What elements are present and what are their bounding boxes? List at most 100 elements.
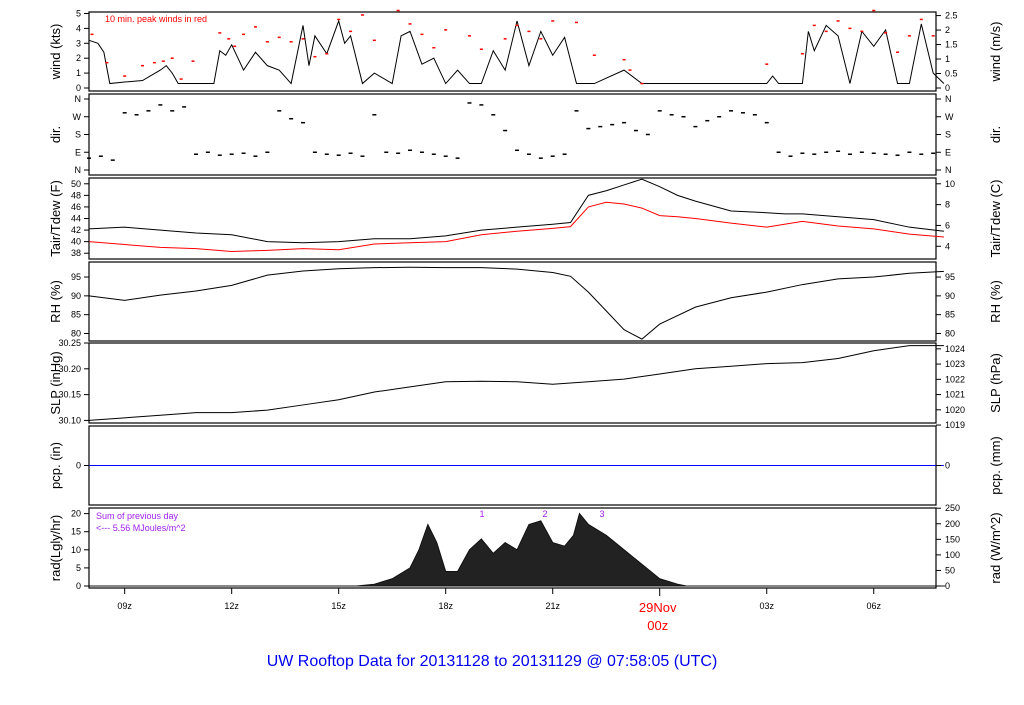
temp-ytick-label: 44 [71,214,81,224]
dir-ytick-label: E [945,147,951,157]
dir-ytick-label: N [945,94,952,104]
time-tick-label: 15z [331,601,346,611]
temp-ytick-label: 6 [945,220,950,230]
wind-ytick-label: 1.5 [945,40,958,50]
slp-panel-frame [88,342,937,424]
dir-ytick-label: S [75,130,81,140]
rh-ytick-label: 95 [945,272,955,282]
wind-panel-frame [88,11,937,92]
wind-ytick-label: 1 [945,54,950,64]
temp-panel-frame [88,177,937,260]
dir-ylabel: dir. [48,126,63,143]
wind-ytick-label: 0.5 [945,69,958,79]
slp-ytick-label: 1023 [945,359,965,369]
rh-ylabel-right: RH (%) [988,280,1003,323]
date-tick-label: 00z [647,618,668,633]
temp-ytick-label: 48 [71,190,81,200]
rh-ytick-label: 85 [945,310,955,320]
temp-ytick-label: 10 [945,179,955,189]
radiation-annotation: Sum of previous day [96,511,179,521]
time-tick-label: 18z [438,601,453,611]
wind-ytick-label: 5 [76,8,81,18]
dir-panel-frame [88,93,937,176]
radiation-area [89,512,946,587]
wind-speed-line [88,19,945,85]
dewpoint-line [88,201,944,252]
dir-ytick-label: S [945,130,951,140]
air-temperature-line [88,178,944,244]
wind-ytick-label: 2 [945,25,950,35]
time-tick-label: 21z [545,601,560,611]
relative-humidity-line [88,266,944,340]
temp-ytick-label: 4 [945,241,950,251]
temp-ylabel-right: Tair/Tdew (C) [988,179,1003,257]
rad-ytick-label: 0 [76,581,81,591]
radiation-annotation: <--- 5.56 MJoules/m^2 [96,523,186,533]
hour-mark-label: 2 [542,509,547,519]
time-tick-label: 06z [866,601,881,611]
rh-ytick-label: 90 [71,291,81,301]
pcp-ylabel: pcp. (in) [48,442,63,489]
wind-ytick-label: 4 [76,23,81,33]
temp-ytick-label: 50 [71,179,81,189]
slp-ytick-label: 1022 [945,374,965,384]
hour-mark-label: 1 [479,509,484,519]
pcp-ytick-label: 0 [76,461,81,471]
slp-ytick-label: 1019 [945,420,965,430]
rh-ytick-label: 95 [71,272,81,282]
wind-ytick-label: 0 [945,83,950,93]
slp-ytick-label: 30.25 [58,338,81,348]
slp-ytick-label: 1020 [945,405,965,415]
temp-ytick-label: 46 [71,202,81,212]
temp-ytick-label: 40 [71,237,81,247]
rad-panel-frame [88,507,937,589]
slp-ytick-label: 1021 [945,390,965,400]
pcp-ylabel-right: pcp. (mm) [988,436,1003,495]
rad-ytick-label: 100 [945,550,960,560]
sea-level-pressure-line [88,345,944,421]
dir-ytick-label: N [945,165,952,175]
rh-panel-frame [88,261,937,342]
dir-ytick-label: N [75,94,82,104]
wind-ytick-label: 3 [76,38,81,48]
rh-ytick-label: 85 [71,310,81,320]
wind-ytick-label: 2.5 [945,11,958,21]
date-label: 29Nov [639,600,677,615]
wind-ylabel: wind (kts) [48,24,63,81]
rad-ylabel: rad(Lgly/hr) [48,515,63,581]
rad-ytick-label: 10 [71,545,81,555]
rad-ytick-label: 5 [76,563,81,573]
hour-mark-label: 3 [599,509,604,519]
rh-ytick-label: 90 [945,291,955,301]
wind-ylabel-right: wind (m/s) [988,22,1003,83]
rad-ytick-label: 250 [945,503,960,513]
slp-ylabel: SLP (inHg) [48,351,63,414]
rad-ytick-label: 150 [945,534,960,544]
dir-ylabel-right: dir. [988,126,1003,143]
dir-ytick-label: N [75,165,82,175]
rh-ytick-label: 80 [71,328,81,338]
wind-ytick-label: 0 [76,83,81,93]
dir-ytick-label: E [75,147,81,157]
rad-ytick-label: 50 [945,565,955,575]
time-tick-label: 09z [117,601,132,611]
rad-ytick-label: 200 [945,519,960,529]
pcp-ytick-label: 0 [945,461,950,471]
temp-ytick-label: 38 [71,248,81,258]
dir-ytick-label: W [73,112,82,122]
wind-ytick-label: 1 [76,68,81,78]
rh-ytick-label: 80 [945,328,955,338]
rad-ylabel-right: rad (W/m^2) [988,512,1003,583]
rad-ytick-label: 15 [71,527,81,537]
wind-ytick-label: 2 [76,53,81,63]
temp-ytick-label: 8 [945,200,950,210]
time-tick-label: 12z [224,601,239,611]
slp-ytick-label: 30.15 [58,390,81,400]
slp-ytick-label: 1024 [945,344,965,354]
slp-ytick-label: 30.20 [58,364,81,374]
rh-ylabel: RH (%) [48,280,63,323]
temp-ylabel: Tair/Tdew (F) [48,180,63,257]
dir-ytick-label: W [945,112,954,122]
temp-ytick-label: 42 [71,225,81,235]
